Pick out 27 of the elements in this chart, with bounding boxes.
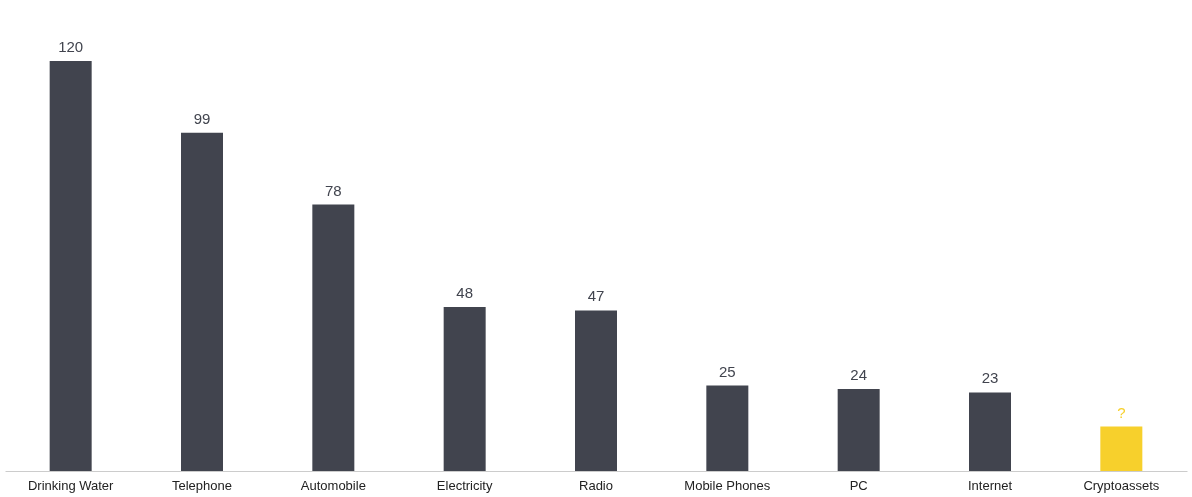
data-label: 120 <box>58 38 84 55</box>
x-tick-label: Automobile <box>300 477 366 493</box>
data-label: 25 <box>718 362 736 380</box>
x-tick-label: Electricity <box>436 477 493 493</box>
bar <box>969 392 1011 471</box>
bar <box>1100 426 1143 471</box>
data-label: 48 <box>456 284 474 301</box>
bar <box>312 204 355 471</box>
x-tick-label: Radio <box>579 477 613 493</box>
data-label: 24 <box>850 366 868 383</box>
bar <box>706 385 749 471</box>
x-tick-label: Cryptoassets <box>1083 477 1160 493</box>
bar <box>49 61 92 471</box>
bar <box>181 132 223 471</box>
bar <box>575 310 617 471</box>
data-label: ? <box>1117 403 1126 421</box>
data-label: 78 <box>324 181 342 199</box>
data-label: 23 <box>981 369 999 387</box>
data-label: 47 <box>587 287 605 305</box>
x-tick-label: Mobile Phones <box>684 477 771 493</box>
x-tick-label: Internet <box>967 477 1013 493</box>
data-label: 99 <box>193 109 211 127</box>
x-tick-label: PC <box>849 477 868 493</box>
x-tick-label: Telephone <box>172 477 232 493</box>
bar <box>837 389 880 471</box>
x-tick-label: Drinking Water <box>27 477 115 493</box>
bar <box>443 307 486 471</box>
